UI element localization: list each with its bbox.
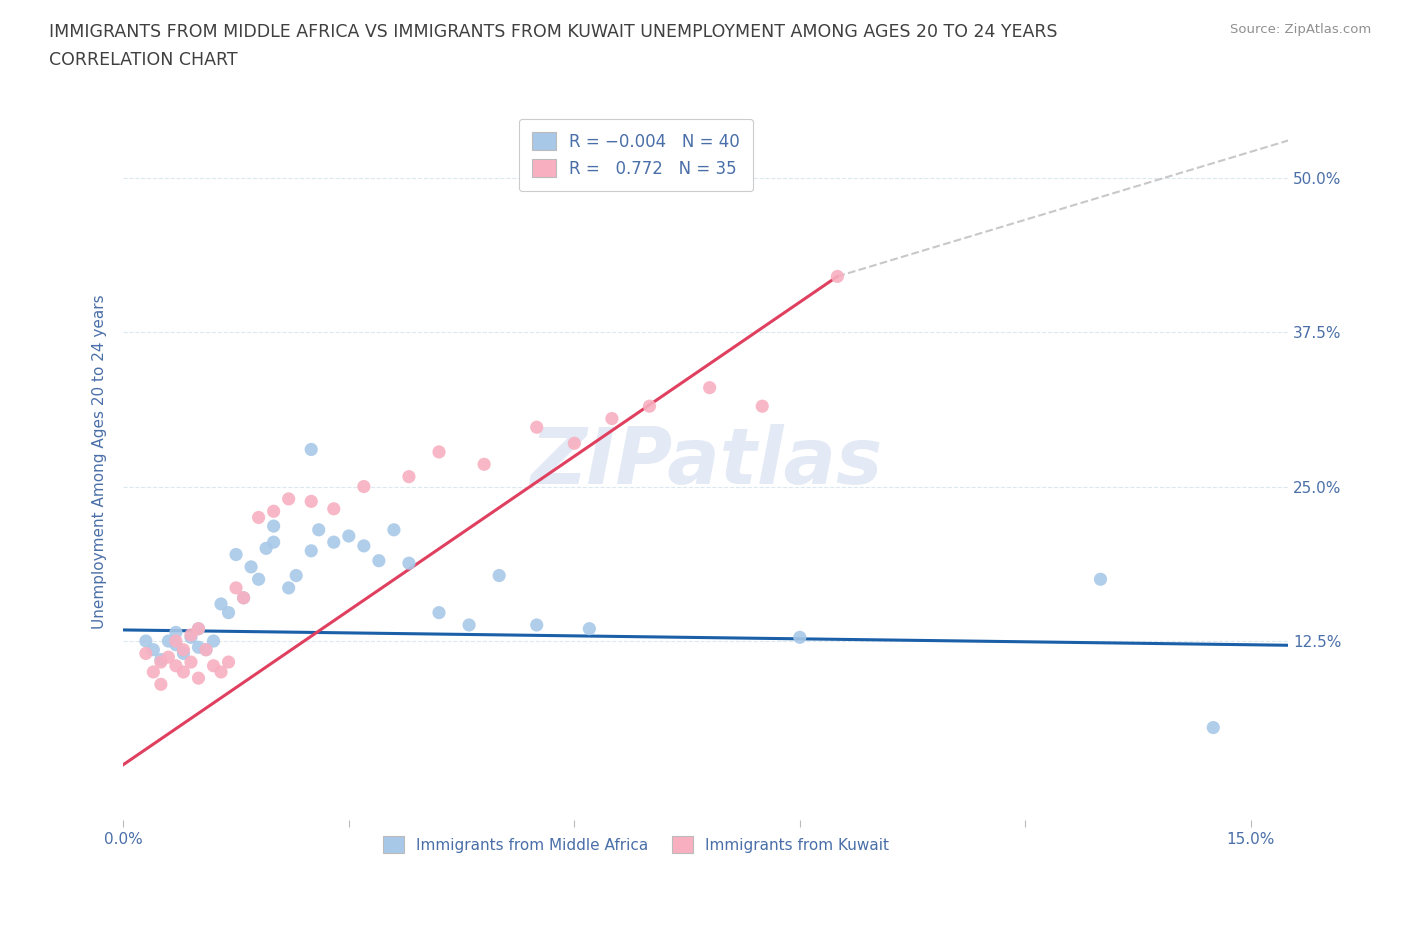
Point bbox=[337, 528, 360, 543]
Point bbox=[638, 399, 661, 414]
Point bbox=[232, 591, 254, 605]
Point bbox=[382, 523, 405, 538]
Point bbox=[225, 580, 247, 595]
Point bbox=[353, 538, 375, 553]
Point bbox=[202, 633, 225, 648]
Point bbox=[247, 572, 270, 587]
Point bbox=[526, 618, 548, 632]
Point bbox=[578, 621, 600, 636]
Point bbox=[142, 643, 165, 658]
Point bbox=[299, 494, 322, 509]
Text: IMMIGRANTS FROM MIDDLE AFRICA VS IMMIGRANTS FROM KUWAIT UNEMPLOYMENT AMONG AGES : IMMIGRANTS FROM MIDDLE AFRICA VS IMMIGRA… bbox=[49, 23, 1057, 41]
Point bbox=[180, 655, 202, 670]
Point bbox=[218, 655, 240, 670]
Point bbox=[562, 436, 585, 451]
Point bbox=[165, 633, 187, 648]
Point bbox=[247, 510, 270, 525]
Point bbox=[1202, 720, 1225, 735]
Point bbox=[600, 411, 623, 426]
Point bbox=[187, 621, 209, 636]
Point bbox=[263, 535, 285, 550]
Point bbox=[263, 504, 285, 519]
Point bbox=[526, 419, 548, 434]
Point bbox=[180, 630, 202, 644]
Point bbox=[751, 399, 773, 414]
Point bbox=[172, 643, 194, 658]
Text: Source: ZipAtlas.com: Source: ZipAtlas.com bbox=[1230, 23, 1371, 36]
Point bbox=[195, 643, 218, 658]
Point bbox=[254, 541, 277, 556]
Point bbox=[187, 621, 209, 636]
Point bbox=[202, 658, 225, 673]
Point bbox=[149, 677, 172, 692]
Point bbox=[263, 519, 285, 534]
Point bbox=[472, 457, 495, 472]
Point bbox=[187, 671, 209, 685]
Point bbox=[225, 547, 247, 562]
Point bbox=[427, 605, 450, 620]
Point bbox=[299, 442, 322, 457]
Point bbox=[209, 665, 232, 680]
Point bbox=[277, 580, 299, 595]
Point bbox=[165, 637, 187, 652]
Point bbox=[165, 658, 187, 673]
Point bbox=[427, 445, 450, 459]
Text: ZIPatlas: ZIPatlas bbox=[530, 424, 882, 499]
Point bbox=[172, 646, 194, 661]
Point bbox=[398, 470, 420, 485]
Point bbox=[157, 633, 180, 648]
Legend: Immigrants from Middle Africa, Immigrants from Kuwait: Immigrants from Middle Africa, Immigrant… bbox=[377, 830, 896, 859]
Point bbox=[322, 501, 344, 516]
Point bbox=[299, 543, 322, 558]
Point bbox=[308, 523, 330, 538]
Point bbox=[218, 605, 240, 620]
Point bbox=[149, 655, 172, 670]
Point bbox=[353, 479, 375, 494]
Point bbox=[187, 640, 209, 655]
Point bbox=[240, 560, 263, 575]
Point bbox=[157, 650, 180, 665]
Point bbox=[699, 380, 721, 395]
Point bbox=[277, 491, 299, 506]
Point bbox=[149, 652, 172, 667]
Point bbox=[789, 630, 811, 644]
Point bbox=[458, 618, 481, 632]
Point bbox=[488, 568, 510, 583]
Point bbox=[285, 568, 308, 583]
Point bbox=[209, 596, 232, 611]
Point bbox=[367, 553, 389, 568]
Point bbox=[322, 535, 344, 550]
Point bbox=[195, 643, 218, 658]
Point bbox=[180, 628, 202, 643]
Text: CORRELATION CHART: CORRELATION CHART bbox=[49, 51, 238, 69]
Point bbox=[135, 633, 157, 648]
Y-axis label: Unemployment Among Ages 20 to 24 years: Unemployment Among Ages 20 to 24 years bbox=[93, 295, 107, 629]
Point bbox=[232, 591, 254, 605]
Point bbox=[165, 625, 187, 640]
Point bbox=[827, 269, 849, 284]
Point bbox=[1090, 572, 1112, 587]
Point bbox=[135, 646, 157, 661]
Point bbox=[172, 665, 194, 680]
Point bbox=[142, 665, 165, 680]
Point bbox=[398, 556, 420, 571]
